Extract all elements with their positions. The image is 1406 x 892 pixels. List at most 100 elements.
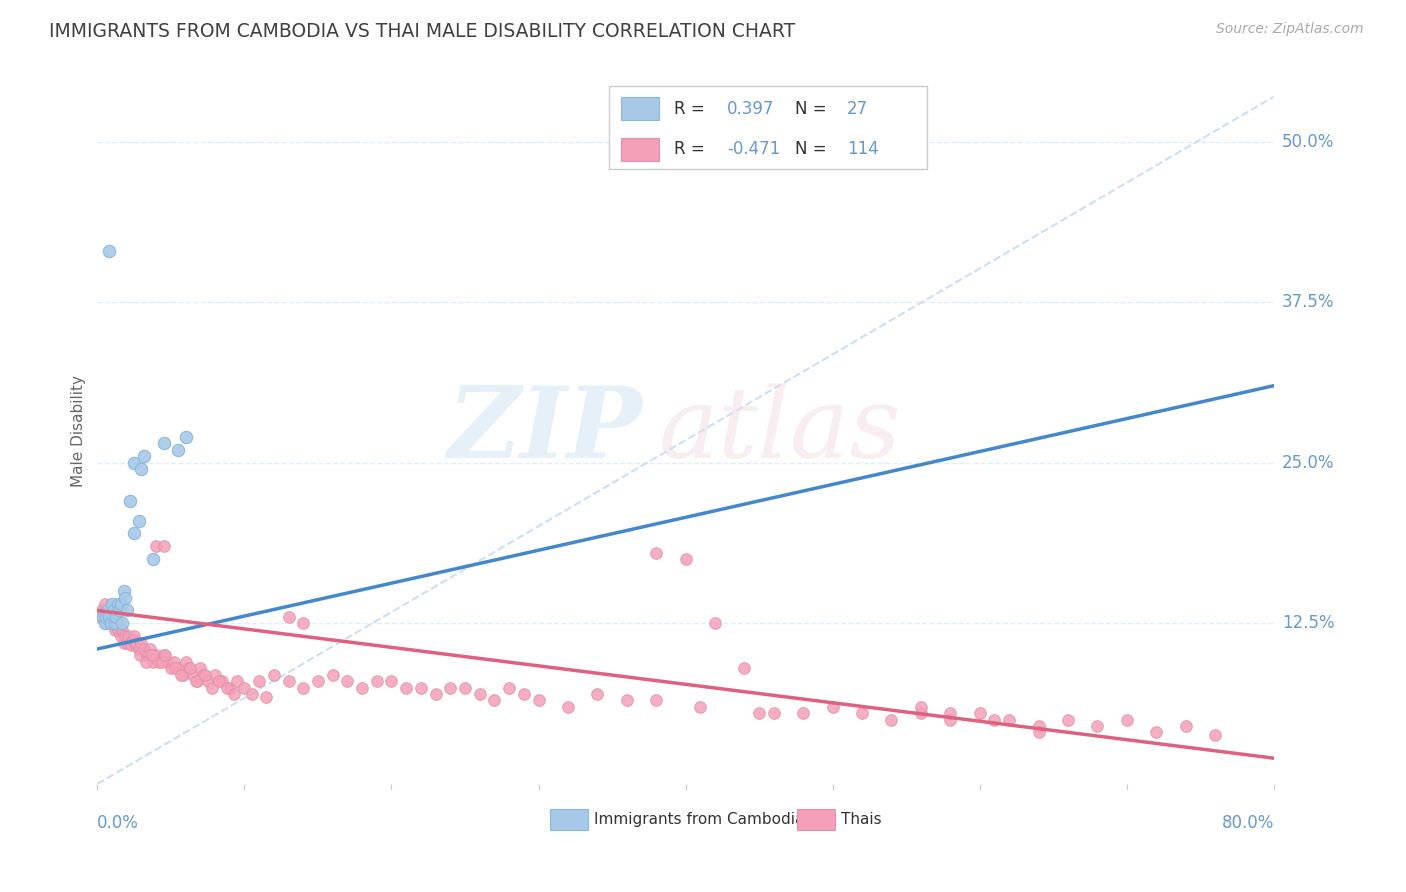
Point bbox=[104, 616, 127, 631]
Point bbox=[148, 655, 170, 669]
Point bbox=[557, 699, 579, 714]
Point bbox=[118, 635, 141, 649]
Point bbox=[409, 681, 432, 695]
Point bbox=[689, 699, 711, 714]
Point bbox=[129, 648, 152, 663]
Point bbox=[114, 591, 136, 605]
Point bbox=[107, 623, 129, 637]
Point bbox=[111, 623, 134, 637]
Point bbox=[117, 629, 139, 643]
Text: 12.5%: 12.5% bbox=[1282, 615, 1334, 632]
Point bbox=[156, 655, 179, 669]
Bar bbox=[621, 138, 658, 161]
Point bbox=[98, 244, 121, 258]
Point bbox=[108, 616, 131, 631]
Text: 27: 27 bbox=[846, 100, 868, 118]
Point bbox=[215, 681, 238, 695]
Point bbox=[484, 693, 506, 707]
Point bbox=[142, 655, 165, 669]
Point bbox=[322, 667, 344, 681]
Point bbox=[103, 610, 125, 624]
Point bbox=[181, 667, 204, 681]
Point bbox=[277, 674, 299, 689]
Point bbox=[110, 629, 132, 643]
Point bbox=[134, 450, 156, 464]
Point bbox=[336, 674, 359, 689]
Point bbox=[103, 603, 125, 617]
Point bbox=[172, 667, 194, 681]
Point bbox=[124, 638, 146, 652]
Point bbox=[240, 687, 263, 701]
Point bbox=[292, 681, 315, 695]
Point bbox=[998, 713, 1021, 727]
Text: Thais: Thais bbox=[841, 812, 882, 827]
Point bbox=[167, 661, 190, 675]
Point bbox=[939, 713, 962, 727]
Text: 37.5%: 37.5% bbox=[1282, 293, 1334, 311]
Point bbox=[108, 603, 131, 617]
Point bbox=[208, 674, 231, 689]
Point bbox=[115, 603, 138, 617]
Point bbox=[118, 494, 141, 508]
Point bbox=[128, 514, 150, 528]
Text: IMMIGRANTS FROM CAMBODIA VS THAI MALE DISABILITY CORRELATION CHART: IMMIGRANTS FROM CAMBODIA VS THAI MALE DI… bbox=[49, 22, 796, 41]
Point bbox=[704, 616, 727, 631]
Point bbox=[163, 655, 186, 669]
Point bbox=[1174, 719, 1197, 733]
Point bbox=[468, 687, 491, 701]
Point bbox=[174, 655, 197, 669]
Point bbox=[112, 584, 135, 599]
Bar bbox=[621, 97, 658, 120]
Point bbox=[120, 638, 142, 652]
Point bbox=[112, 635, 135, 649]
Text: Immigrants from Cambodia: Immigrants from Cambodia bbox=[593, 812, 804, 827]
Point bbox=[136, 648, 159, 663]
Text: 0.0%: 0.0% bbox=[97, 814, 139, 832]
Point bbox=[218, 681, 240, 695]
Point bbox=[177, 661, 200, 675]
Point bbox=[131, 462, 153, 476]
Point bbox=[792, 706, 814, 721]
Point bbox=[97, 603, 120, 617]
Point bbox=[513, 687, 536, 701]
Point bbox=[114, 629, 136, 643]
Point bbox=[211, 674, 233, 689]
Text: atlas: atlas bbox=[658, 383, 901, 478]
Text: R =: R = bbox=[673, 141, 710, 159]
Point bbox=[165, 661, 187, 675]
Point bbox=[983, 713, 1005, 727]
Text: N =: N = bbox=[794, 100, 832, 118]
Point bbox=[104, 623, 127, 637]
Point bbox=[454, 681, 477, 695]
Y-axis label: Male Disability: Male Disability bbox=[72, 375, 86, 487]
Point bbox=[193, 667, 215, 681]
Point bbox=[160, 661, 183, 675]
Point bbox=[194, 667, 217, 681]
Point bbox=[1028, 719, 1050, 733]
Point bbox=[733, 661, 755, 675]
Point bbox=[201, 681, 224, 695]
FancyBboxPatch shape bbox=[609, 86, 927, 169]
Point bbox=[97, 603, 120, 617]
Text: 25.0%: 25.0% bbox=[1282, 454, 1334, 472]
Point bbox=[145, 539, 167, 553]
Point bbox=[527, 693, 550, 707]
Point bbox=[125, 635, 148, 649]
Point bbox=[89, 610, 111, 624]
Point bbox=[174, 430, 197, 444]
Point bbox=[186, 674, 208, 689]
Point bbox=[100, 616, 122, 631]
Point bbox=[170, 667, 193, 681]
Point bbox=[645, 546, 668, 560]
Point bbox=[851, 706, 873, 721]
Point bbox=[105, 616, 128, 631]
Point bbox=[179, 661, 201, 675]
Point bbox=[122, 526, 145, 541]
Point bbox=[152, 648, 174, 663]
Point bbox=[256, 690, 278, 704]
Point bbox=[247, 674, 270, 689]
Point bbox=[135, 655, 157, 669]
Point bbox=[105, 610, 128, 624]
Point bbox=[131, 635, 153, 649]
Point bbox=[910, 699, 932, 714]
